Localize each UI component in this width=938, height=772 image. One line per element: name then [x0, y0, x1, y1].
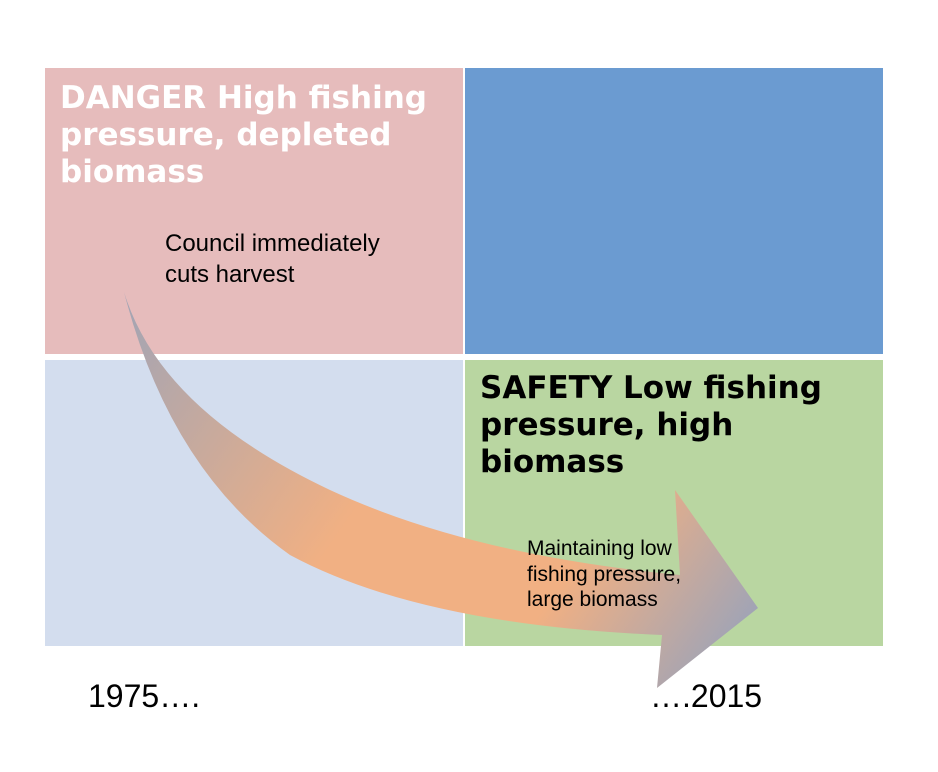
safety-note: Maintaining low fishing pressure, large … — [527, 537, 682, 612]
end-year-label: ….2015 — [650, 678, 763, 714]
arrow-body — [124, 292, 758, 688]
danger-title: DANGER High fishing pressure, depleted b… — [60, 80, 427, 191]
high-pressure-high-biomass-quadrant — [465, 68, 883, 354]
danger-note: Council immediately cuts harvest — [165, 230, 380, 289]
start-year-label: 1975…. — [88, 678, 201, 714]
safety-title: SAFETY Low fishing pressure, high biomas… — [480, 370, 822, 481]
danger-quadrant — [45, 68, 463, 354]
